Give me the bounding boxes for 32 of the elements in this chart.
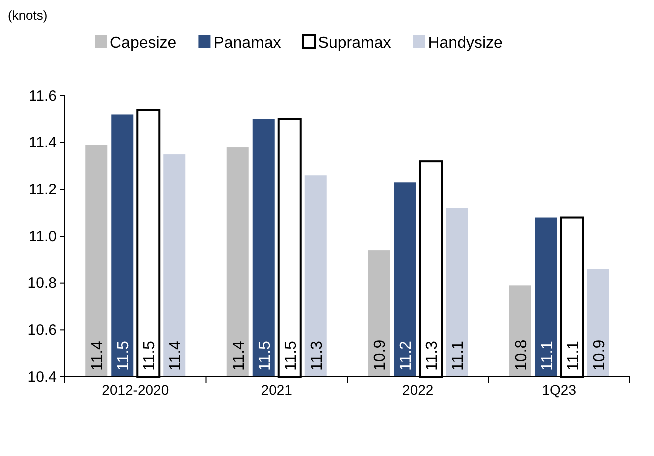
data-label: 11.3 [424, 340, 442, 371]
data-label: 11.1 [450, 340, 468, 371]
x-tick-label: 1Q23 [542, 382, 577, 398]
data-label: 11.4 [230, 340, 248, 371]
data-label: 11.1 [565, 340, 582, 371]
legend-label: Panamax [214, 35, 282, 52]
data-label: 10.8 [513, 340, 530, 371]
data-label: 11.4 [168, 340, 185, 371]
data-label: 11.2 [398, 340, 416, 371]
data-label: 11.5 [256, 340, 274, 371]
data-label: 11.5 [142, 340, 159, 371]
text: (knots) [8, 8, 48, 23]
text: 11.4 [28, 134, 57, 152]
x-tick-label: 2012-2020 [102, 382, 170, 398]
text: 11.6 [28, 88, 57, 105]
data-label: 11.5 [116, 340, 133, 371]
x-tick-label: 2022 [402, 382, 434, 398]
data-label: 10.9 [372, 340, 390, 371]
text: 10.4 [28, 368, 57, 386]
text: 10.6 [28, 322, 57, 339]
text: 11.2 [28, 181, 57, 198]
data-label: 11.3 [308, 340, 326, 371]
data-label: 10.9 [591, 340, 608, 371]
legend-label: Supramax [318, 35, 392, 52]
data-label: 11.1 [539, 340, 556, 371]
legend-label: Handysize [428, 35, 504, 52]
data-label: 11.5 [282, 340, 300, 371]
legend-label: Capesize [110, 35, 177, 52]
data-label: 11.4 [90, 340, 107, 371]
text: 10.8 [28, 275, 57, 292]
text: 11.0 [28, 228, 57, 246]
x-tick-label: 2021 [261, 382, 293, 398]
